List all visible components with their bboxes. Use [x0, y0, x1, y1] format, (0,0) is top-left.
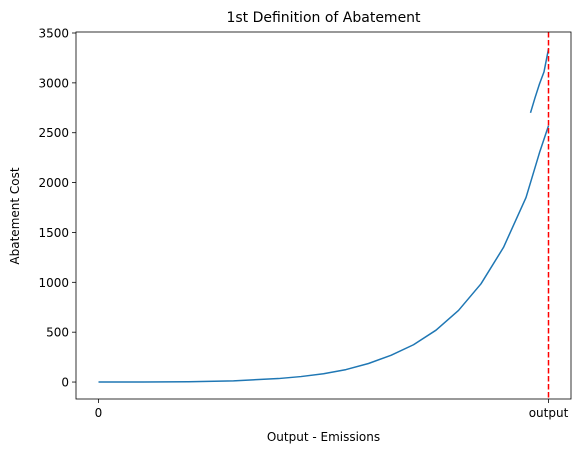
- plot-frame: [75, 31, 572, 400]
- x-tick-label: output: [529, 406, 569, 420]
- plot-area: [98, 32, 550, 399]
- y-tick-label: 1500: [38, 226, 69, 240]
- y-tick-label: 500: [46, 326, 69, 340]
- y-tick-label: 3000: [38, 76, 69, 90]
- y-tick-label: 2500: [38, 126, 69, 140]
- x-axis-label: Output - Emissions: [267, 430, 380, 444]
- abatement-cost-line-1: [529, 48, 550, 113]
- y-tick-label: 2000: [38, 176, 69, 190]
- abatement-cost-line-0: [98, 125, 550, 383]
- x-tick-label: 0: [95, 406, 103, 420]
- y-axis: 0 500 1000 1500 2000 2500 3000 3500: [38, 26, 76, 390]
- x-axis: 0 output: [95, 399, 569, 420]
- y-axis-label: Abatement Cost: [8, 167, 22, 264]
- y-tick-label: 0: [61, 376, 69, 390]
- y-tick-label: 3500: [38, 26, 69, 40]
- y-tick-label: 1000: [38, 276, 69, 290]
- chart-title: 1st Definition of Abatement: [226, 10, 421, 26]
